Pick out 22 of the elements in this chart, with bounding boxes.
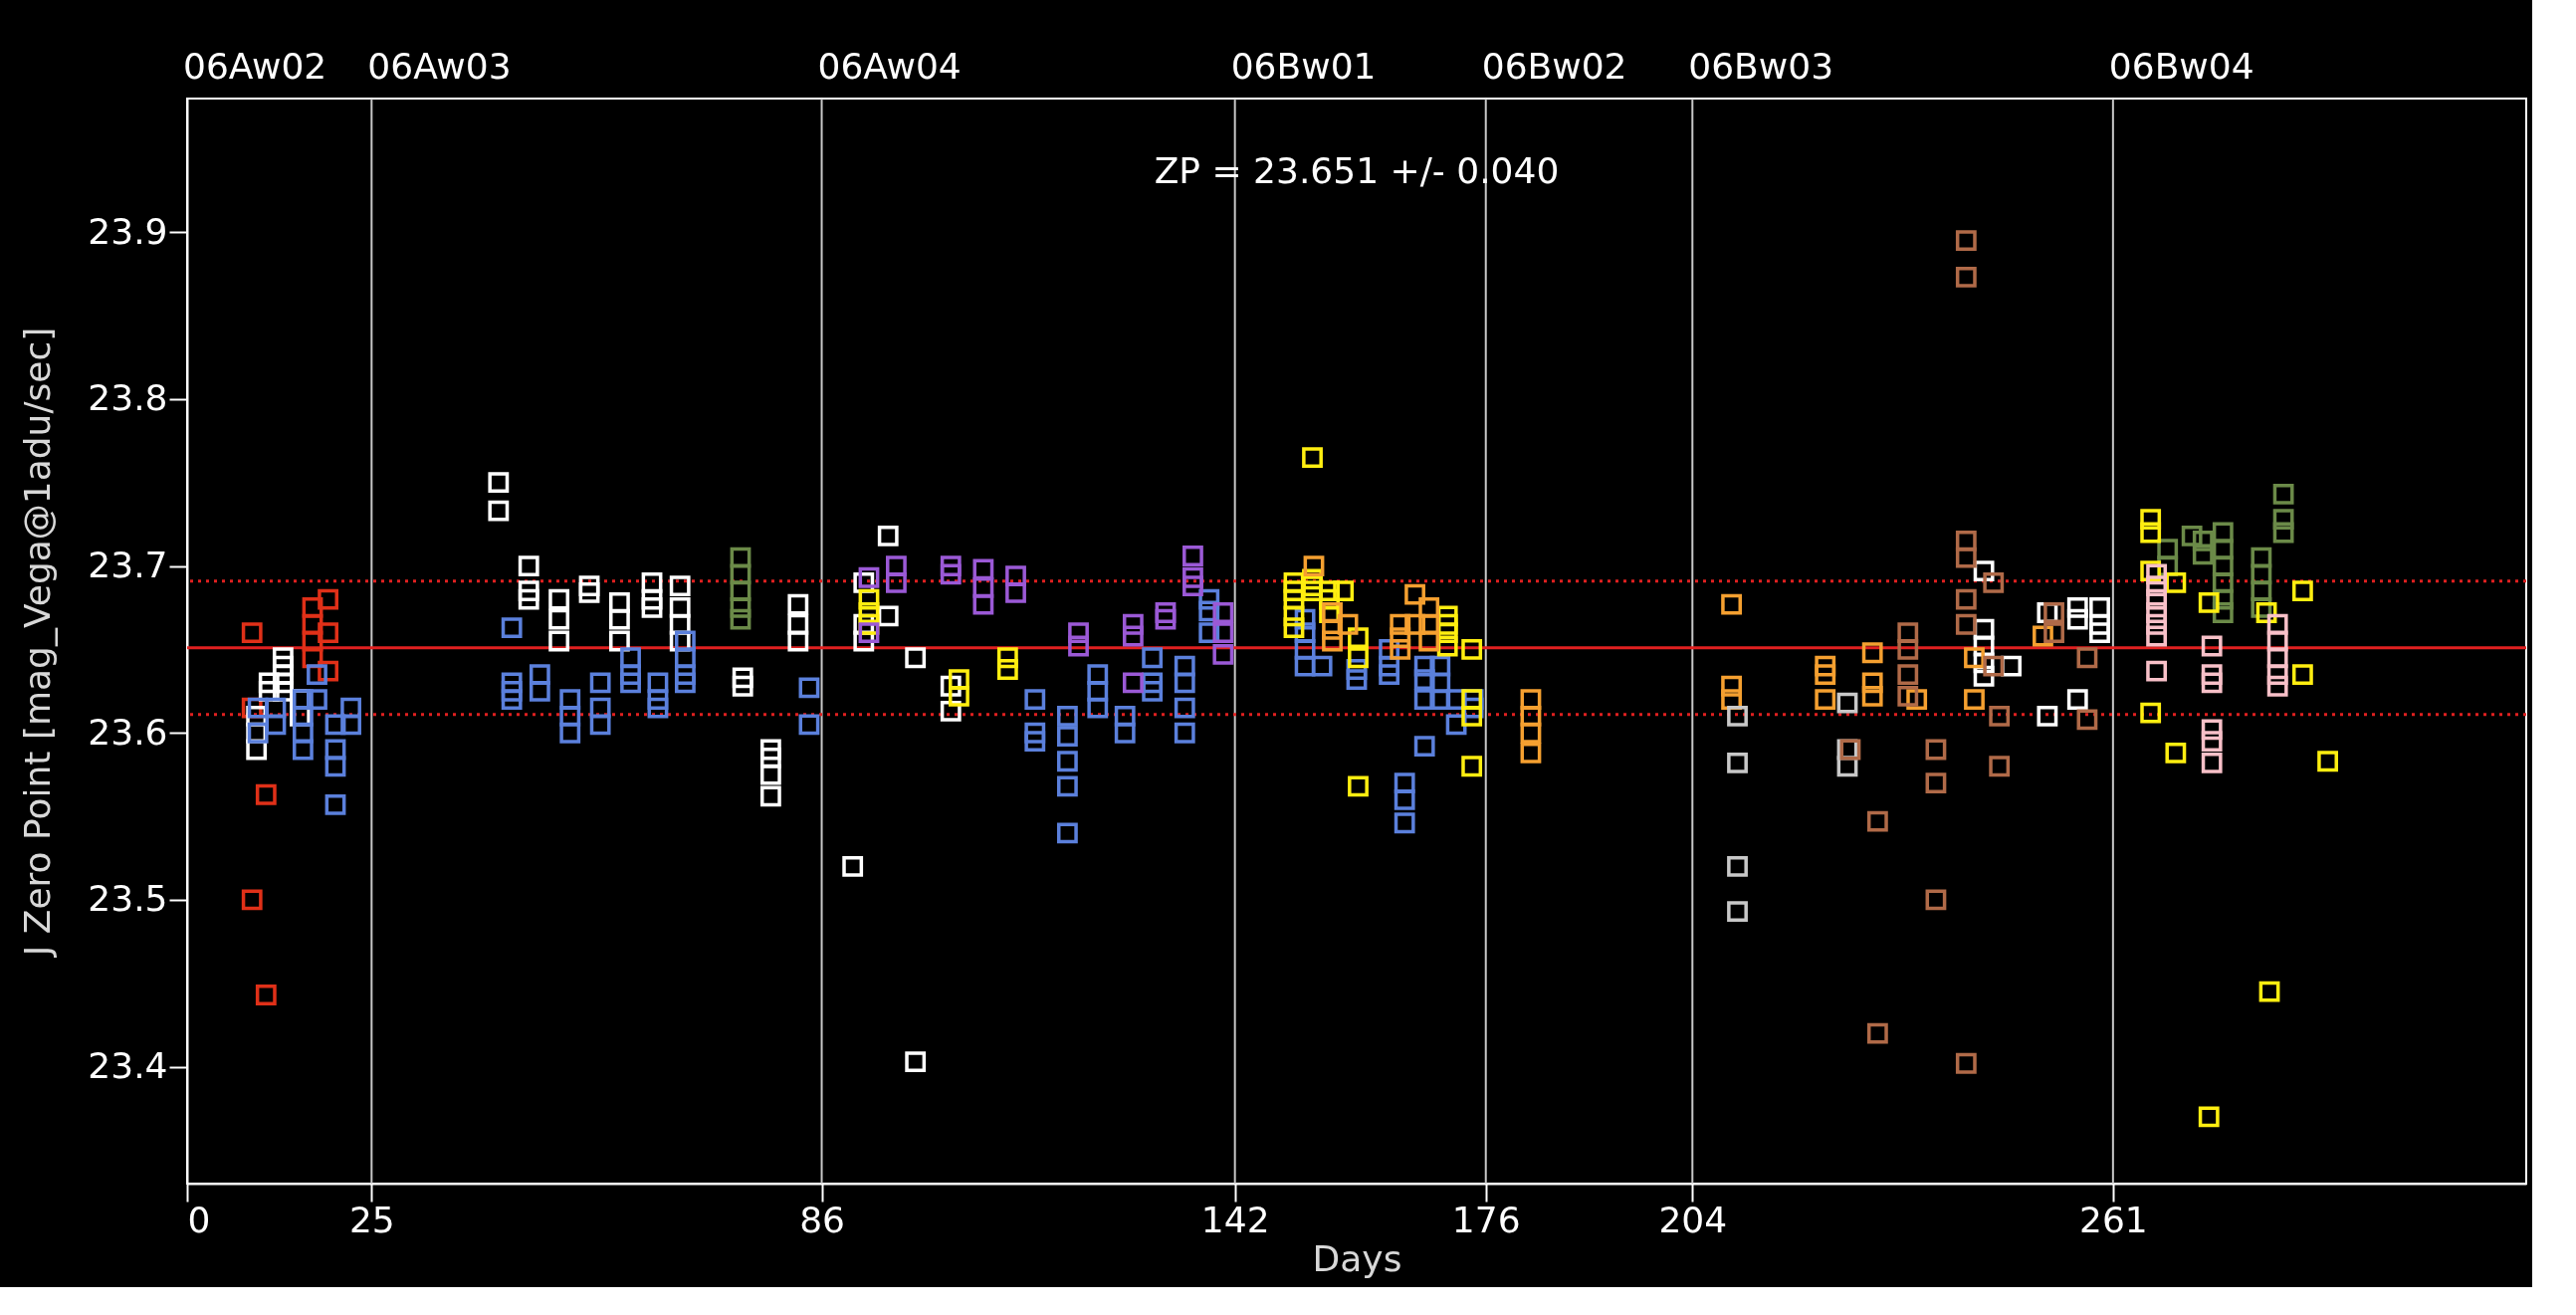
y-tick-label: 23.6 — [88, 711, 168, 753]
x-tick-label: 86 — [799, 1199, 845, 1240]
y-tick-label: 23.8 — [88, 377, 168, 419]
x-tick-label: 176 — [1451, 1199, 1521, 1240]
y-tick-label: 23.4 — [88, 1045, 168, 1087]
ref-line-label: 06Aw03 — [367, 46, 512, 87]
ref-line-label: 06Aw04 — [817, 46, 962, 87]
y-tick-label: 23.9 — [88, 210, 168, 252]
text: 06Aw02 — [183, 46, 327, 87]
y-tick-label: 23.7 — [88, 545, 168, 586]
y-tick-label: 23.5 — [88, 878, 168, 920]
x-tick-label: 261 — [2079, 1199, 2148, 1240]
ref-line-label: 06Bw01 — [1230, 46, 1377, 87]
x-axis-title: Days — [1312, 1237, 1402, 1279]
ref-line-label: 06Bw02 — [1481, 46, 1627, 87]
x-tick-label: 204 — [1658, 1199, 1728, 1240]
x-tick-label: 142 — [1200, 1199, 1270, 1240]
x-tick-label: 25 — [348, 1199, 395, 1240]
y-axis-title: J Zero Point [mag_Vega@1adu/sec] — [17, 327, 59, 959]
x-tick-label: 0 — [187, 1199, 211, 1240]
ref-line-label: 06Bw04 — [2108, 46, 2254, 87]
ref-line-label: 06Bw03 — [1688, 46, 1834, 87]
